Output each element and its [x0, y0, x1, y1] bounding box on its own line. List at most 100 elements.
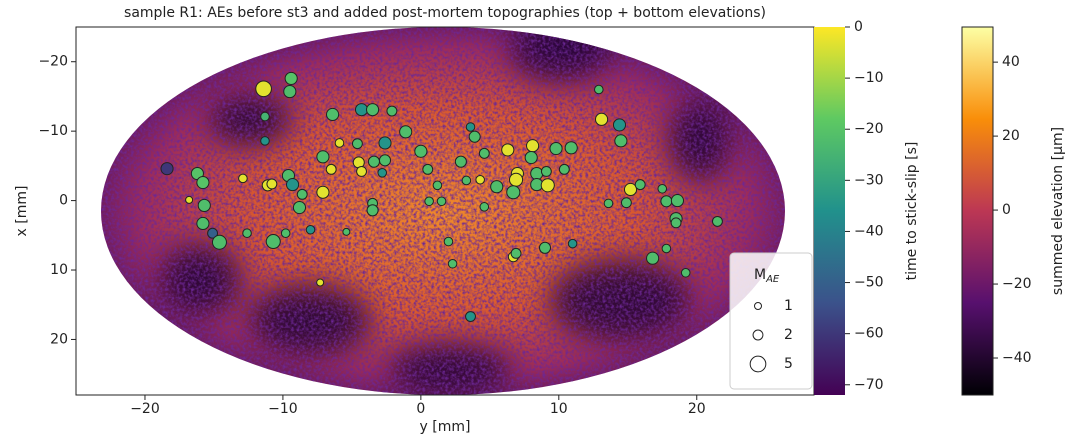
- colorbar-tick-label: −20: [1002, 276, 1032, 292]
- colorbar-tick-label: −30: [854, 172, 884, 188]
- colorbar-tick-label: 40: [1002, 54, 1020, 70]
- ae-event: [443, 236, 454, 247]
- x-axis-label: y [mm]: [420, 419, 471, 435]
- legend-label: 2: [784, 327, 793, 343]
- ae-event: [612, 118, 627, 132]
- ae-event: [378, 136, 392, 150]
- colorbar-tick-label: 0: [1002, 202, 1011, 218]
- ae-event: [595, 112, 609, 126]
- ae-event: [478, 147, 490, 159]
- ae-event: [524, 150, 538, 165]
- y-tick-label: 10: [50, 262, 68, 278]
- colorbar: [814, 27, 845, 395]
- ae-event: [211, 234, 227, 250]
- ae-event: [603, 198, 614, 209]
- ae-event: [296, 188, 308, 200]
- ae-event: [680, 268, 691, 278]
- ae-event: [207, 227, 219, 239]
- ae-event: [432, 180, 443, 191]
- ae-event: [185, 195, 194, 204]
- ae-event: [325, 163, 337, 175]
- ae-event: [160, 162, 174, 176]
- ae-event: [366, 204, 379, 217]
- ae-event: [657, 183, 668, 194]
- ae-event: [454, 155, 467, 168]
- ae-event: [614, 134, 628, 148]
- ae-event: [197, 198, 211, 213]
- ae-event: [238, 173, 248, 184]
- colorbar-tick-label: −40: [854, 223, 884, 239]
- colorbar-tick-label: −40: [1002, 350, 1032, 366]
- ae-event: [530, 166, 544, 181]
- ae-event: [283, 85, 297, 99]
- ae-event: [316, 150, 330, 164]
- ae-event: [670, 194, 684, 208]
- ae-event: [540, 178, 555, 193]
- ae-event: [399, 125, 413, 139]
- ae-event: [334, 138, 345, 148]
- ae-event: [490, 180, 504, 194]
- y-tick-label: −20: [38, 54, 68, 70]
- ae-event: [242, 228, 252, 239]
- colorbar-tick-label: 20: [1002, 128, 1020, 144]
- ae-event: [326, 107, 340, 122]
- legend-label: 1: [784, 298, 793, 314]
- ae-event: [260, 111, 270, 122]
- ae-event: [501, 143, 515, 157]
- ae-event: [567, 238, 578, 249]
- ae-event: [366, 103, 380, 117]
- colorbar-tick-label: −10: [854, 70, 884, 86]
- legend-marker: [754, 302, 762, 310]
- ae-event: [461, 175, 472, 186]
- ae-event: [558, 163, 570, 175]
- ae-event: [623, 182, 638, 197]
- ae-event: [479, 202, 490, 212]
- ae-event: [354, 103, 369, 117]
- y-tick-label: 20: [50, 331, 68, 347]
- ae-event: [266, 178, 278, 190]
- ae-event: [377, 168, 388, 178]
- colorbar-label: time to stick-slip [s]: [904, 142, 920, 281]
- chart-title: sample R1: AEs before st3 and added post…: [124, 5, 766, 21]
- ae-event: [356, 165, 367, 177]
- elevation-map: [101, 27, 785, 395]
- ae-event: [414, 144, 428, 158]
- y-tick-label: −10: [38, 123, 68, 139]
- ae-event: [620, 197, 632, 209]
- ae-event: [342, 227, 351, 236]
- ae-event: [634, 179, 646, 191]
- colorbar-tick-label: −50: [854, 275, 884, 291]
- ae-event: [465, 122, 476, 132]
- ae-event: [564, 141, 578, 155]
- ae-event: [711, 215, 723, 227]
- ae-event: [305, 224, 316, 235]
- ae-event: [280, 228, 291, 239]
- ae-event: [506, 185, 521, 200]
- legend-label: 5: [784, 356, 793, 372]
- colorbar-tick-label: 0: [854, 19, 863, 35]
- ae-event: [292, 200, 307, 215]
- ae-event: [508, 172, 524, 187]
- ae-event: [526, 139, 540, 153]
- y-tick-label: 0: [59, 193, 68, 209]
- ae-event: [265, 234, 281, 250]
- ae-event: [367, 155, 380, 168]
- legend-title-sub: AE: [765, 274, 780, 285]
- ae-event: [422, 163, 434, 175]
- x-tick-label: 20: [688, 401, 706, 417]
- legend-marker: [752, 329, 764, 341]
- legend-box: [729, 252, 813, 390]
- x-tick-label: −10: [268, 401, 298, 417]
- ae-event: [661, 243, 672, 254]
- ae-event: [351, 138, 363, 150]
- ae-event: [378, 154, 392, 167]
- colorbar-tick-label: −70: [854, 377, 884, 393]
- ae-event: [660, 195, 673, 208]
- ae-event: [286, 178, 300, 192]
- colorbar-tick-label: −20: [854, 121, 884, 137]
- colorbar: [961, 26, 994, 396]
- ae-event: [510, 247, 522, 259]
- ae-event: [447, 258, 458, 269]
